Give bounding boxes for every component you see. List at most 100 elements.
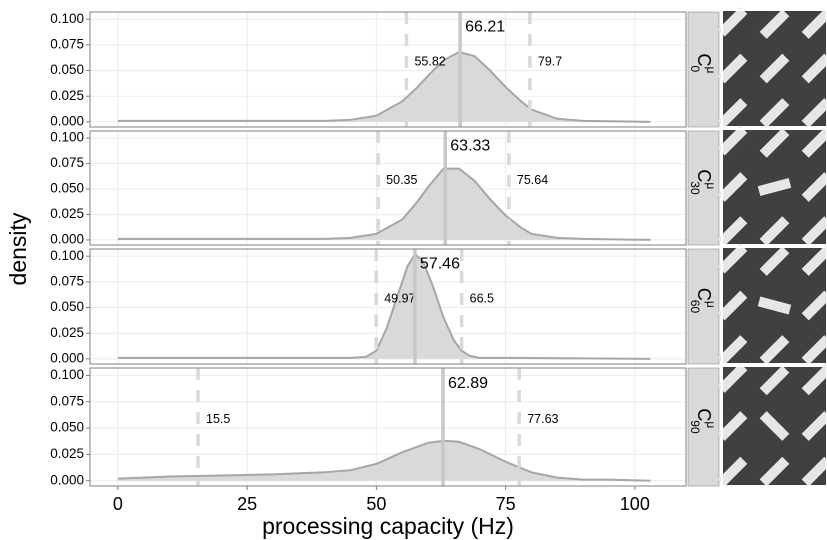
stimulus-bar [717,216,748,246]
x-tick-label: 25 [237,494,257,514]
x-tick-label: 75 [496,494,516,514]
facet-strip [687,248,720,365]
stimulus-bar [757,296,792,315]
y-tick-label: 0.050 [50,181,84,196]
y-tick-label: 0.100 [50,11,84,26]
x-tick-label: 50 [366,494,386,514]
stimulus-bar [801,128,827,158]
stimulus-bar [757,178,792,196]
stimulus-bar [801,98,827,128]
stimulus-bar [717,125,748,156]
y-tick-label: 0.075 [50,155,84,170]
density-line [117,167,651,241]
density-area [117,254,651,359]
facet-strip [687,11,720,128]
stimulus-bar [759,9,790,39]
panel-border [89,130,687,246]
panel-border [89,11,687,128]
stimulus-bar [717,172,748,202]
y-axis-label: density [5,212,31,285]
panel-border [89,248,687,365]
median-label: 57.46 [420,256,460,273]
image-clip [721,128,827,246]
stimulus-bar [717,363,748,393]
median-label: 66.21 [465,19,505,36]
stimulus-bar [717,6,748,37]
panel-background [90,12,686,127]
density-line [117,50,651,123]
stimulus-bar [717,98,748,128]
y-tick-label: 0.000 [50,231,84,246]
stimulus-bar [801,411,827,441]
facet-label: Cμ0 [688,54,718,74]
facet-label: Cμ60 [688,288,718,314]
facet-sub: 60 [688,300,702,314]
stimulus-bar [801,456,827,487]
median-label: 62.89 [448,375,488,392]
image-clip [721,9,827,128]
stimulus-bar [801,172,827,202]
y-tick-label: 0.050 [50,299,84,314]
y-tick-label: 0.025 [50,206,84,221]
facet-sub: 90 [688,420,702,434]
y-tick-label: 0.025 [50,325,84,340]
y-tick-label: 0.000 [50,472,84,487]
stimulus-bar [759,53,790,84]
facet-sub: 0 [688,65,702,72]
image-clip [721,246,827,365]
facet-sup: μ [704,182,718,189]
stimulus-bar [759,411,790,441]
facet-base: C [694,408,714,421]
facet-sup: μ [704,67,718,74]
stimulus-bar [717,456,748,487]
facet-base: C [694,169,714,182]
stimulus-bar [717,53,748,84]
image-clip [721,365,827,487]
facet-sup: μ [704,421,718,428]
upper-line-label: 79.7 [538,55,562,69]
upper-line-label: 77.63 [527,412,558,426]
facet-base: C [694,288,714,301]
y-tick-label: 0.075 [50,273,84,288]
stimulus-bar [759,246,790,276]
x-axis-label: processing capacity (Hz) [262,513,514,539]
facet-sup: μ [704,301,718,308]
stimulus-bar [759,128,790,158]
stimulus-bar [717,243,748,274]
x-tick-label: 100 [620,494,650,514]
stimulus-bar [801,216,827,246]
y-tick-label: 0.100 [50,367,84,382]
panel-background [90,131,686,245]
stimulus-bar [801,246,827,276]
y-tick-label: 0.050 [50,62,84,77]
panel-border [89,367,687,487]
facet-sub: 30 [688,181,702,195]
stimulus-bar [759,456,790,487]
stimulus-bar [801,335,827,365]
stimulus-bar [801,365,827,396]
density-line [117,439,651,482]
stimulus-bar [801,53,827,84]
facet-strip [687,130,720,246]
stimulus-bar [717,335,748,365]
stimulus-bar [759,335,790,365]
lower-line-label: 49.97 [384,292,415,306]
y-tick-label: 0.050 [50,420,84,435]
stimulus-bar [759,98,790,128]
y-tick-label: 0.000 [50,350,84,365]
lower-line-label: 55.82 [414,55,445,69]
facet-base: C [694,54,714,67]
stimulus-bar [759,216,790,246]
upper-line-label: 66.5 [470,292,494,306]
y-tick-label: 0.025 [50,88,84,103]
y-tick-label: 0.000 [50,113,84,128]
x-tick-label: 0 [113,494,123,514]
density-area [117,52,651,122]
stimulus-bar [801,9,827,39]
stimulus-bar [801,290,827,321]
upper-line-label: 75.64 [517,173,548,187]
stimulus-bar [759,365,790,396]
y-tick-label: 0.100 [50,130,84,145]
